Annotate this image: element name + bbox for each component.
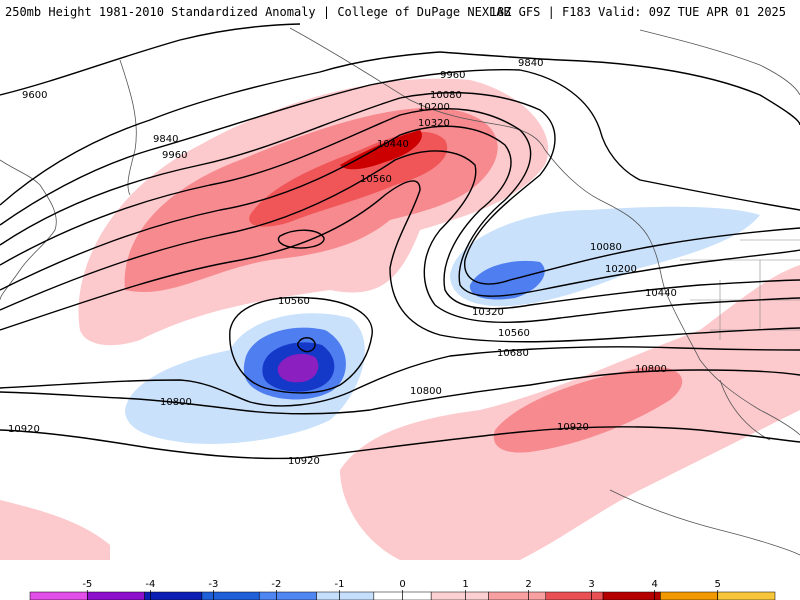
contour-10200: [0, 107, 800, 297]
colorbar-swatch: [316, 591, 375, 600]
contour-label: 10320: [418, 118, 450, 129]
colorbar-swatch: [660, 591, 718, 600]
contour-9600: [0, 23, 301, 96]
colorbar-tick-label: -5: [82, 579, 92, 590]
colorbar-swatch: [545, 591, 604, 600]
contour-10920: [0, 426, 800, 460]
contour-label: 9840: [518, 58, 543, 69]
colorbar-tick-label: -2: [271, 579, 281, 590]
map-panel: 9600 9840 9960 10080 10200 10320 10440 1…: [0, 23, 800, 560]
contour-label: 10920: [557, 422, 589, 433]
contour-label: 10800: [410, 386, 442, 397]
contour-label: 10200: [605, 264, 637, 275]
colorbar-swatch: [430, 591, 489, 600]
contour-9960-west: [0, 68, 521, 226]
contour-10440: [0, 150, 800, 323]
colorbar-swatch: [488, 591, 547, 600]
contour-10560-north: [0, 180, 800, 343]
model-run-info: 18Z GFS | F183 Valid: 09Z TUE APR 01 202…: [489, 5, 786, 19]
alaska-coast: [289, 27, 546, 151]
contour-labels: 9600 9840 9960 10080 10200 10320 10440 1…: [8, 58, 677, 467]
contour-label: 10920: [288, 456, 320, 467]
anomaly-pos-2-south: [493, 366, 683, 453]
kamchatka-coast: [119, 59, 137, 196]
contour-10800: [0, 369, 800, 415]
colorbar-swatch: [87, 591, 145, 600]
colorbar-tick-label: -4: [145, 579, 155, 590]
contour-10080: [0, 91, 800, 285]
contour-label: 10560: [498, 328, 530, 339]
anomaly-pos-1-sw: [0, 500, 110, 560]
contour-label: 10560: [278, 296, 310, 307]
map-title: 250mb Height 1981-2010 Standardized Anom…: [5, 5, 511, 19]
us-coast: [664, 289, 800, 436]
colorbar-ticks: -5 -4 -3 -2 -1 0 1 2 3 4 5: [82, 579, 721, 600]
colorbar-tick-label: 2: [525, 579, 531, 590]
contour-9960-east: [519, 69, 800, 211]
colorbar-swatch: [201, 591, 260, 600]
arctic-coast: [639, 29, 800, 96]
asia-coast: [0, 159, 57, 301]
contour-label: 9840: [153, 134, 178, 145]
colorbar-tick-label: 1: [462, 579, 468, 590]
contour-10560-small: [297, 337, 316, 353]
contour-10560-wave: [277, 229, 325, 249]
contour-label: 10320: [472, 307, 504, 318]
height-contours: [0, 23, 800, 460]
contour-label: 9960: [162, 150, 187, 161]
colorbar-tick-label: 5: [715, 579, 721, 590]
colorbar-swatch: [258, 591, 317, 600]
colorbar: -5 -4 -3 -2 -1 0 1 2 3 4 5: [29, 579, 776, 600]
mexico-coast: [609, 489, 800, 556]
contour-label: 9600: [22, 90, 47, 101]
contour-9840-east: [439, 51, 800, 126]
contour-label: 10200: [418, 102, 450, 113]
colorbar-tick-label: -3: [208, 579, 218, 590]
contour-label: 10920: [8, 424, 40, 435]
contour-label: 10080: [430, 90, 462, 101]
colorbar-tick-label: -1: [334, 579, 344, 590]
colorbar-swatch: [602, 591, 661, 600]
title-bar: 250mb Height 1981-2010 Standardized Anom…: [0, 0, 800, 22]
contour-label: 10680: [497, 348, 529, 359]
contour-label: 10440: [645, 288, 677, 299]
colorbar-swatch: [29, 591, 88, 600]
colorbar-tick-label: 3: [588, 579, 594, 590]
contour-label: 10560: [360, 174, 392, 185]
colorbar-tick-label: 4: [651, 579, 657, 590]
positive-anomaly-shading: [0, 78, 800, 560]
anomaly-neg-4-core: [277, 353, 319, 383]
contour-label: 10080: [590, 242, 622, 253]
colorbar-swatch: [144, 591, 203, 600]
contour-label: 10800: [160, 397, 192, 408]
colorbar-swatch: [717, 591, 776, 600]
baja-coast: [719, 379, 771, 441]
canada-coast: [544, 149, 666, 291]
contour-label: 10800: [635, 364, 667, 375]
contour-label: 9960: [440, 70, 465, 81]
anomaly-pos-4-core: [340, 130, 422, 170]
colorbar-tick-label: 0: [399, 579, 405, 590]
contour-10680: [0, 346, 800, 407]
contour-9840-west: [0, 51, 441, 206]
contour-10320: [0, 125, 800, 310]
contour-10560-cutoff: [229, 296, 373, 394]
contour-label: 10440: [377, 139, 409, 150]
